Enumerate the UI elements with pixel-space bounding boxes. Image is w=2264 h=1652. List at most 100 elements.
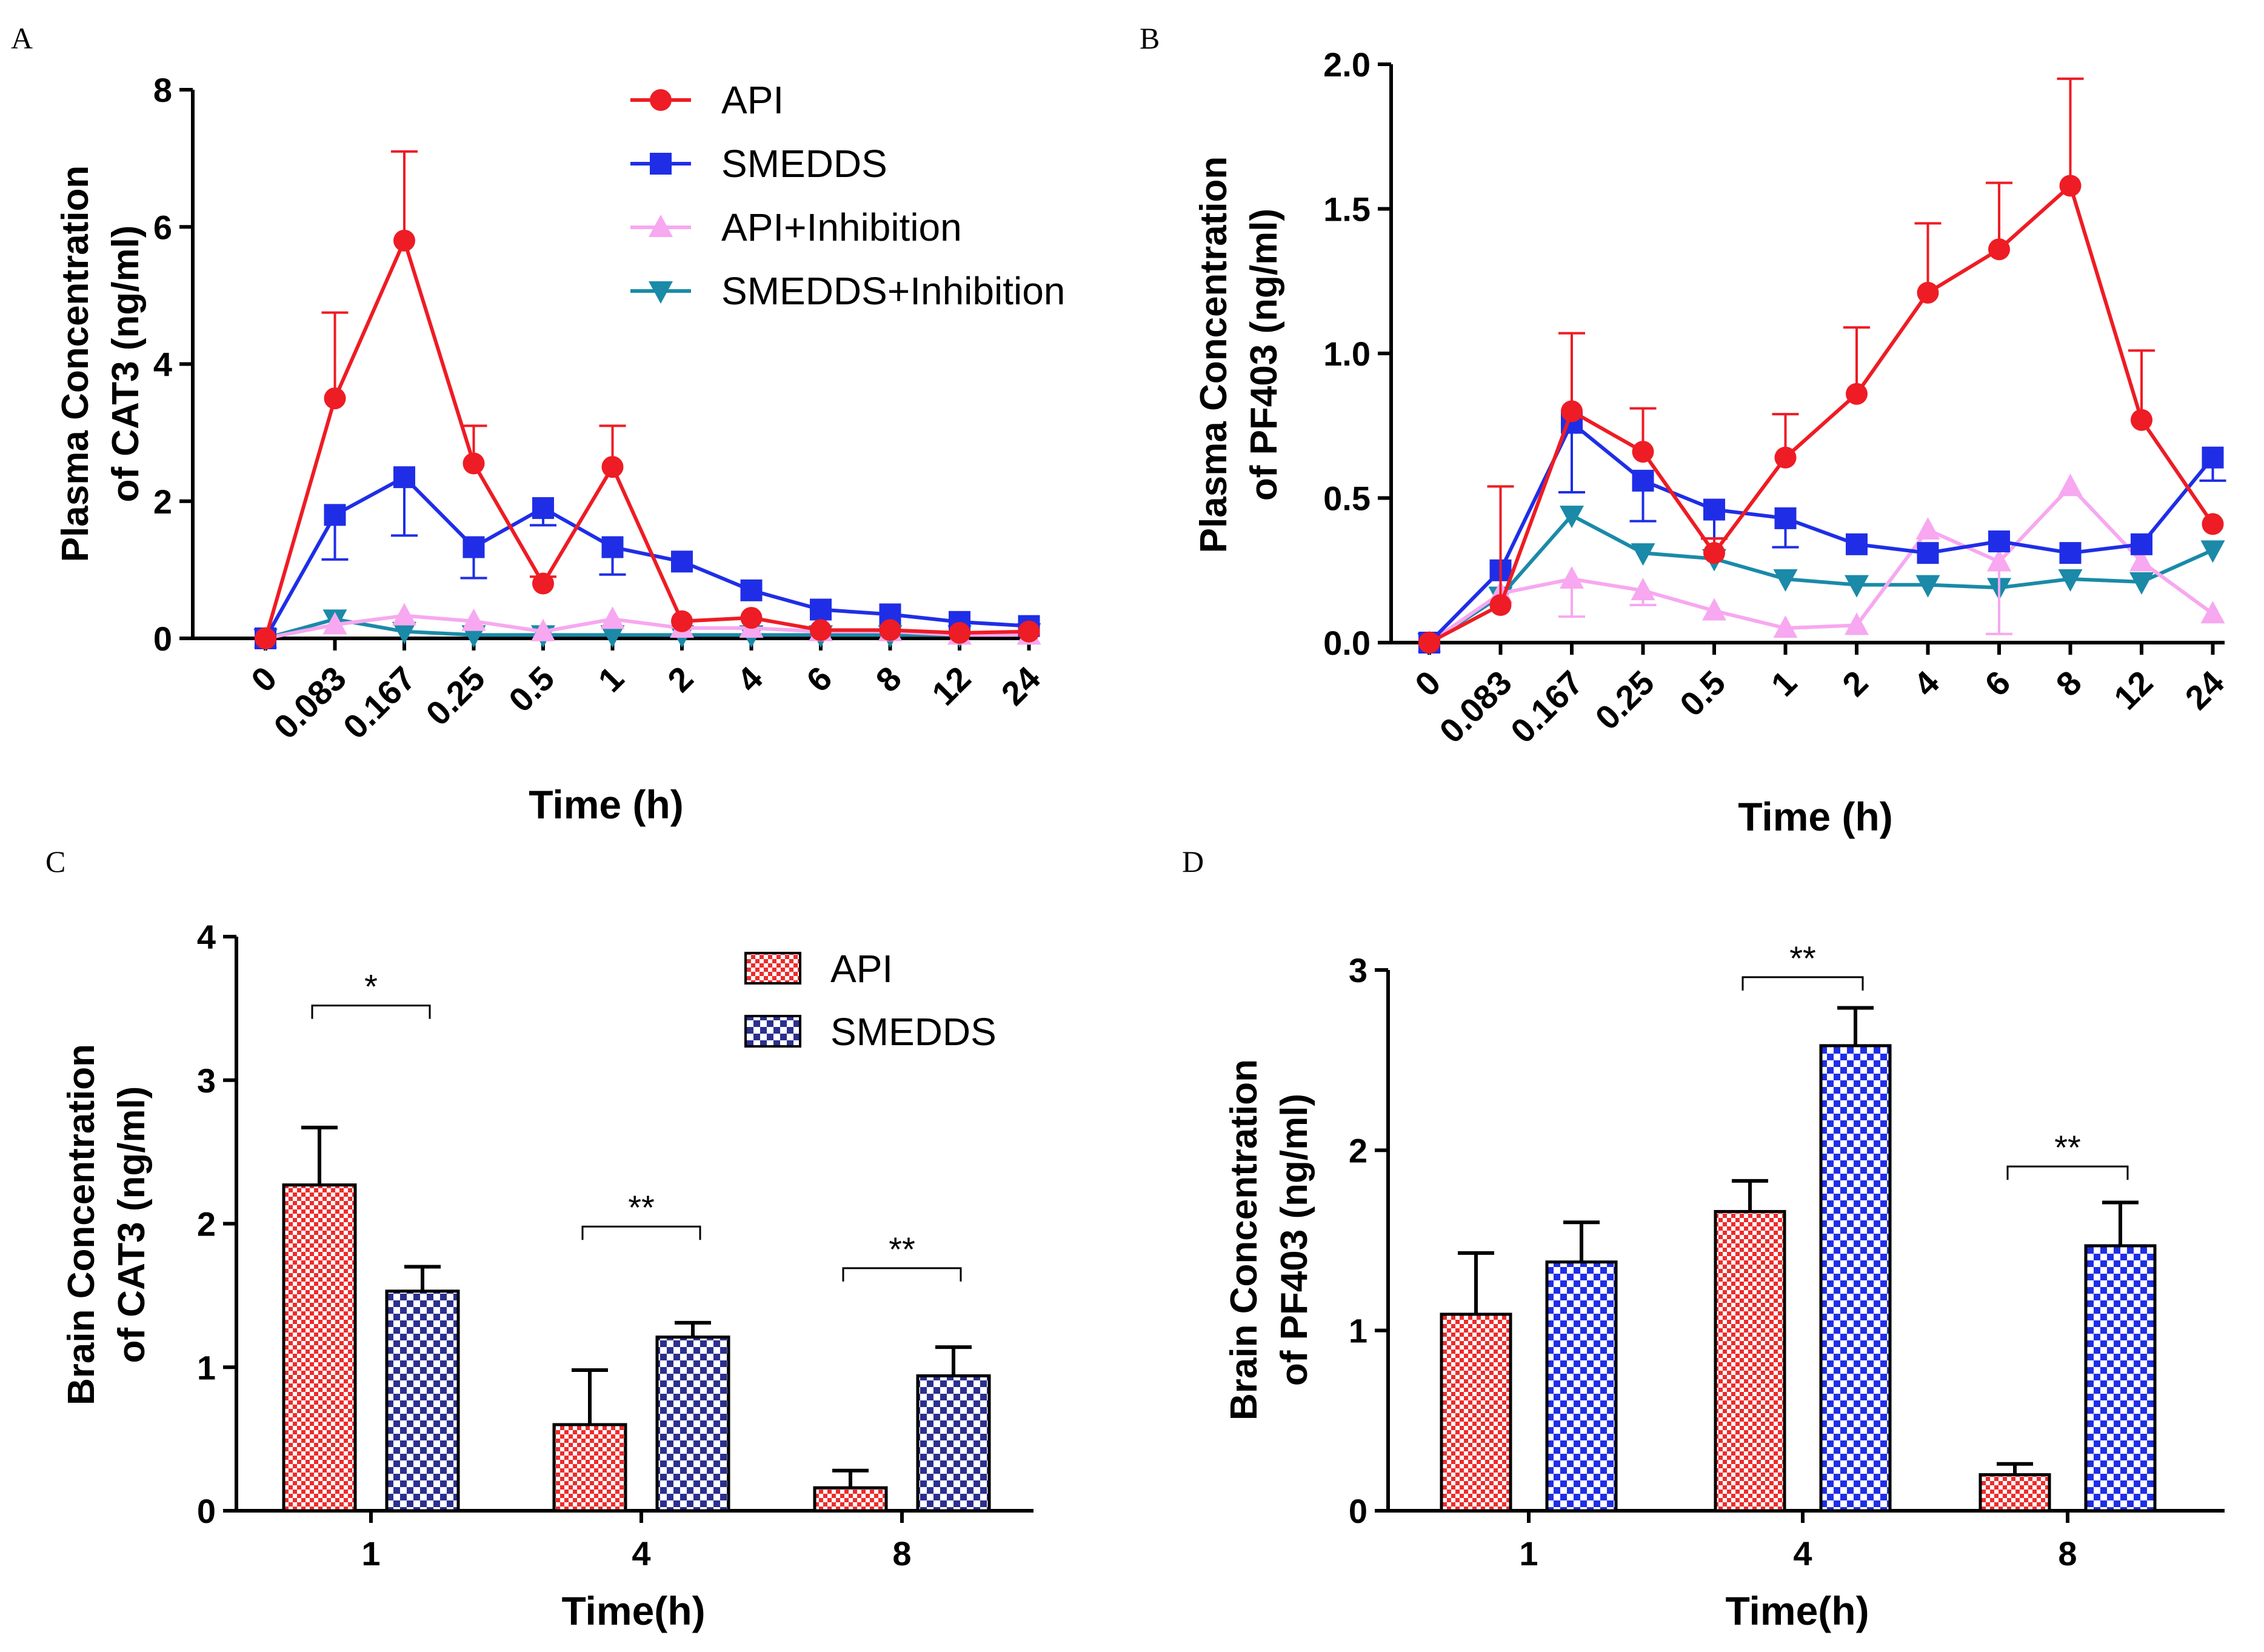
series-smedds — [1418, 412, 2226, 654]
data-point — [462, 536, 485, 558]
y-tick-label: 3 — [1349, 951, 1367, 989]
panel-letter-c: C — [45, 844, 65, 878]
data-point — [1774, 507, 1797, 529]
bar-bar-api — [552, 1423, 627, 1513]
data-point — [2059, 175, 2082, 197]
legend-swatch-marker — [650, 89, 672, 111]
bar-bar-smedds-d — [2084, 1244, 2157, 1513]
x-tick-label: 6 — [799, 659, 840, 700]
data-point — [2200, 540, 2225, 563]
data-point — [1560, 506, 1584, 529]
y-axis-label: of PF403 (ng/ml) — [1243, 209, 1285, 501]
bracket-line — [581, 1225, 701, 1240]
bar-bar-smedds-c — [655, 1336, 730, 1513]
series-api — [255, 150, 1040, 649]
x-tick-label: 0.25 — [418, 659, 492, 733]
series-line — [1428, 182, 2214, 644]
x-tick-label: 8 — [868, 659, 909, 700]
data-point — [1632, 441, 1654, 463]
data-point — [949, 621, 970, 644]
data-point — [1560, 566, 1584, 589]
legend-item-smedds-inh: SMEDDS+Inhibition — [630, 269, 1065, 313]
x-tick-label: 6 — [1977, 663, 2018, 704]
panel-letter-b: B — [1140, 21, 1160, 55]
data-point — [1845, 575, 1869, 598]
data-point — [1631, 578, 1655, 601]
x-tick-label: 4 — [729, 659, 770, 700]
data-point — [393, 466, 415, 489]
x-axis-label: Time (h) — [529, 782, 683, 827]
x-tick-label: 4 — [1793, 1534, 1812, 1573]
data-point — [531, 618, 555, 641]
bar-bar-api — [1714, 1209, 1786, 1513]
y-tick-label: 4 — [197, 918, 216, 956]
series-line — [1428, 420, 2214, 644]
data-point — [1915, 575, 1940, 598]
y-axis-label: of CAT3 (ng/ml) — [111, 1086, 153, 1363]
data-point — [1917, 281, 1939, 304]
significance-bracket: ** — [2006, 1128, 2129, 1180]
data-point — [1561, 400, 1583, 423]
data-point — [462, 452, 485, 475]
data-point — [324, 504, 346, 526]
significance-bracket: ** — [581, 1188, 701, 1240]
series-smedds — [255, 466, 1040, 649]
bar-bar-api — [282, 1183, 357, 1513]
x-tick-label: 1 — [361, 1534, 380, 1573]
data-point — [2200, 601, 2225, 624]
bar-group-1 — [282, 1125, 460, 1513]
data-point — [1773, 569, 1798, 592]
series-line — [264, 475, 1029, 640]
x-tick-label: 0.5 — [501, 659, 562, 720]
bar-bar-api — [1978, 1473, 2051, 1513]
significance-label: ** — [889, 1230, 915, 1268]
bar-group-8 — [813, 1345, 991, 1513]
panel-b-plasma-pf403: 0.0 0.5 1.0 1.5 2.0 Plasma Concentration of PF… — [1193, 45, 2231, 839]
data-point — [879, 619, 901, 641]
significance-bracket: ** — [1741, 939, 1864, 991]
data-point — [601, 536, 624, 558]
legend-swatch — [744, 952, 801, 985]
data-point — [1774, 446, 1797, 469]
significance-label: ** — [1789, 939, 1816, 977]
data-point — [810, 598, 832, 621]
data-point — [740, 579, 763, 601]
series-line — [264, 235, 1029, 639]
y-tick-label: 0.5 — [1323, 480, 1371, 518]
x-tick-label: 4 — [632, 1534, 650, 1573]
series-line — [1428, 484, 2214, 644]
legend-item-smedds: SMEDDS — [744, 1010, 997, 1054]
data-point — [1988, 530, 2010, 553]
x-tick-label: 0.167 — [1503, 663, 1591, 751]
data-point — [1917, 542, 1939, 564]
data-point — [255, 627, 276, 649]
series-api — [1418, 77, 2224, 654]
legend-swatch-marker — [649, 215, 673, 237]
data-point — [1703, 498, 1725, 521]
legend-label: API+Inhibition — [721, 206, 962, 249]
data-point — [1846, 383, 1868, 405]
y-tick-label: 1.5 — [1323, 190, 1371, 229]
bracket-line — [842, 1267, 962, 1282]
data-point — [2202, 513, 2224, 535]
x-tick-label: 1 — [1763, 663, 1804, 704]
y-tick-label: 0 — [1349, 1492, 1367, 1530]
panel-d-brain-pf403: 0 1 2 3 Brain Concentration of PF403 (ng/ml) T… — [1223, 939, 2225, 1633]
bar-bar-smedds-c — [385, 1289, 460, 1513]
data-point — [393, 229, 415, 252]
legend-item-api-inh: API+Inhibition — [630, 206, 962, 249]
data-point — [1987, 549, 2011, 572]
y-tick-label: 4 — [153, 346, 172, 384]
x-tick-label: 24 — [993, 659, 1047, 713]
bar-bar-api — [813, 1486, 888, 1513]
data-point — [392, 621, 416, 644]
x-tick-label: 12 — [924, 659, 978, 713]
data-point — [1631, 543, 1655, 566]
y-axis-label: Plasma Concentration — [1193, 156, 1235, 553]
y-tick-label: 8 — [153, 71, 172, 109]
x-tick-label: 0.5 — [1672, 663, 1733, 724]
x-tick-label: 12 — [2106, 663, 2160, 717]
series-smedds-inh — [1417, 506, 2225, 655]
y-tick-label: 2.0 — [1323, 45, 1371, 84]
y-tick-label: 2 — [153, 483, 172, 521]
